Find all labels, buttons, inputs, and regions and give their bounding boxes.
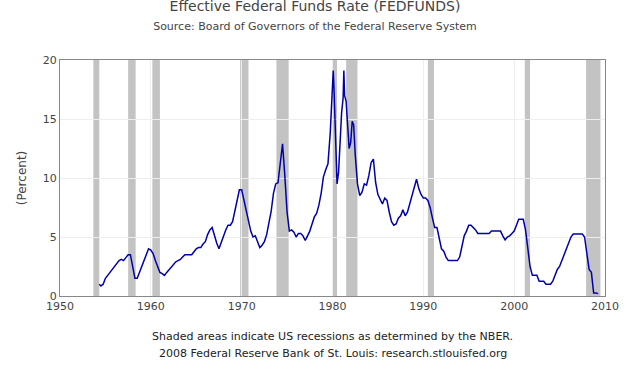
svg-text:1990: 1990 <box>409 300 437 313</box>
svg-text:1970: 1970 <box>228 300 256 313</box>
svg-text:(Percent): (Percent) <box>15 151 29 206</box>
svg-text:20: 20 <box>43 54 57 67</box>
svg-text:2008 Federal Reserve Bank of S: 2008 Federal Reserve Bank of St. Louis: … <box>159 347 507 360</box>
svg-text:Shaded areas indicate US reces: Shaded areas indicate US recessions as d… <box>152 330 513 343</box>
svg-text:1950: 1950 <box>46 300 74 313</box>
svg-text:2010: 2010 <box>591 300 619 313</box>
svg-text:0: 0 <box>50 290 57 303</box>
svg-text:1960: 1960 <box>137 300 165 313</box>
svg-text:15: 15 <box>43 113 57 126</box>
svg-text:1980: 1980 <box>319 300 347 313</box>
svg-text:5: 5 <box>50 231 57 244</box>
svg-text:2000: 2000 <box>500 300 528 313</box>
svg-text:Effective Federal Funds Rate (: Effective Federal Funds Rate (FEDFUNDS)S… <box>153 0 477 33</box>
svg-text:10: 10 <box>43 172 57 185</box>
